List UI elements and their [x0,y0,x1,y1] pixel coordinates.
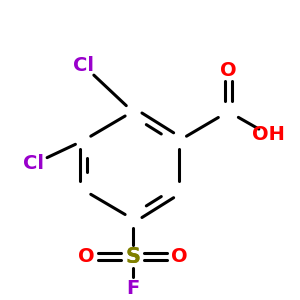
Text: O: O [78,247,94,266]
Text: S: S [125,247,140,267]
Text: Cl: Cl [73,56,94,75]
Text: O: O [220,61,237,80]
Text: F: F [126,279,139,298]
Text: OH: OH [253,125,285,144]
Text: O: O [171,247,187,266]
Text: Cl: Cl [23,154,44,173]
Text: S: S [125,247,140,267]
